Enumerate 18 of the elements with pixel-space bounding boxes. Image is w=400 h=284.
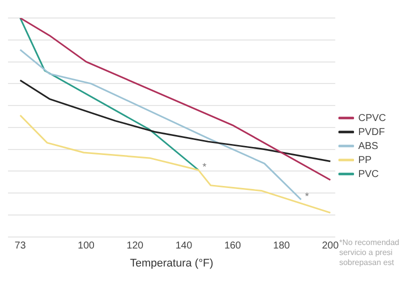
text: *No recomendad: [339, 238, 400, 248]
legend-label: PVDF: [358, 126, 385, 138]
x-axis-title: Temperatura (°F): [130, 257, 214, 270]
annotation: *: [305, 191, 310, 202]
x-tick-label: 200: [322, 240, 340, 252]
x-tick-label: 140: [175, 240, 193, 252]
x-tick-label: 180: [273, 240, 290, 252]
text: sobrepasan est: [339, 258, 395, 268]
x-tick-label: 120: [126, 240, 144, 252]
x-tick-label: 160: [224, 240, 242, 252]
x-tick-label: 73: [14, 240, 26, 252]
legend-label: PP: [358, 154, 372, 166]
legend-label: ABS: [358, 140, 379, 152]
annotation: *: [202, 162, 206, 173]
legend-label: PVC: [358, 168, 379, 180]
legend-label: CPVC: [358, 112, 386, 124]
x-tick-label: 100: [78, 240, 95, 252]
text: servicio a presi: [339, 248, 393, 258]
